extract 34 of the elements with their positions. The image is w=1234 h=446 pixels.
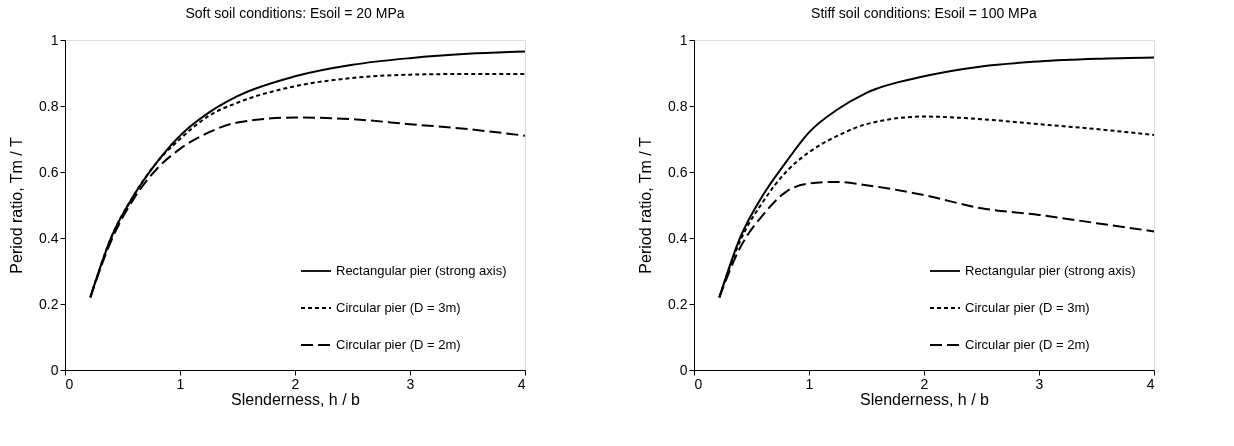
legend-label: Circular pier (D = 3m) [336, 300, 461, 315]
x-axis-title: Slenderness, h / b [231, 390, 361, 408]
y-tick-label: 0.4 [39, 229, 59, 246]
x-tick-label: 4 [517, 375, 526, 392]
chart-title: Soft soil conditions: Esoil = 20 MPa [185, 5, 405, 21]
x-tick-label: 0 [65, 375, 74, 392]
y-tick-label: 0.8 [39, 97, 59, 114]
chart-title: Stiff soil conditions: Esoil = 100 MPa [811, 5, 1038, 21]
legend-label: Circular pier (D = 2m) [336, 337, 461, 352]
y-tick-label: 0.2 [668, 295, 688, 312]
legend-label: Rectangular pier (strong axis) [336, 263, 507, 278]
x-tick-label: 0 [694, 375, 703, 392]
y-axis-title: Period ratio, Tm / T [637, 137, 655, 274]
y-tick-label: 1 [50, 31, 59, 48]
y-tick-label: 0 [50, 361, 59, 378]
x-tick-label: 1 [805, 375, 814, 392]
y-tick-label: 0.6 [39, 163, 59, 180]
x-axis-title: Slenderness, h / b [860, 390, 990, 408]
legend-label: Circular pier (D = 3m) [965, 300, 1090, 315]
x-tick-label: 1 [176, 375, 185, 392]
x-tick-label: 2 [291, 375, 300, 392]
legend-label: Circular pier (D = 2m) [965, 337, 1090, 352]
x-tick-label: 4 [1146, 375, 1155, 392]
y-tick-label: 0.6 [668, 163, 688, 180]
x-tick-label: 3 [406, 375, 415, 392]
x-tick-label: 3 [1035, 375, 1044, 392]
y-tick-label: 0.8 [668, 97, 688, 114]
x-tick-label: 2 [920, 375, 929, 392]
legend-label: Rectangular pier (strong axis) [965, 263, 1136, 278]
y-tick-label: 0 [679, 361, 688, 378]
y-tick-label: 0.2 [39, 295, 59, 312]
y-tick-label: 0.4 [668, 229, 688, 246]
y-axis-title: Period ratio, Tm / T [8, 137, 26, 274]
y-tick-label: 1 [679, 31, 688, 48]
